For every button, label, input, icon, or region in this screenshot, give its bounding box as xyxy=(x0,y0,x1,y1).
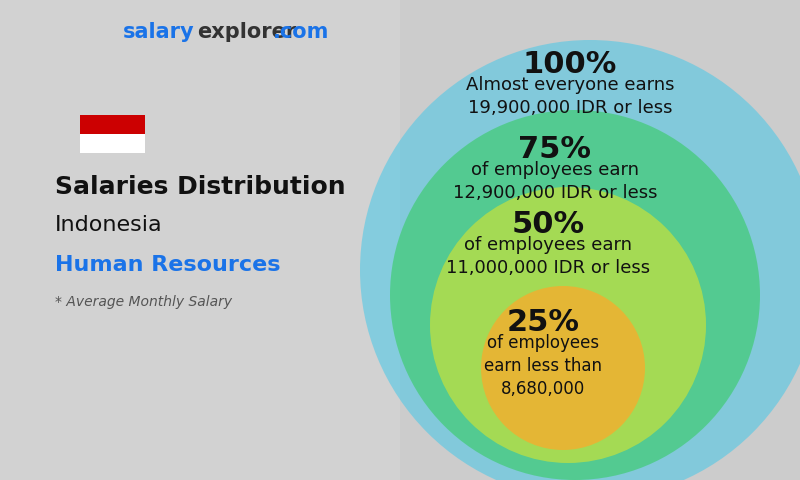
Text: 75%: 75% xyxy=(518,135,591,164)
Text: * Average Monthly Salary: * Average Monthly Salary xyxy=(55,295,232,309)
Circle shape xyxy=(481,286,645,450)
Text: explorer: explorer xyxy=(197,22,296,42)
Text: of employees earn
12,900,000 IDR or less: of employees earn 12,900,000 IDR or less xyxy=(453,161,658,202)
Circle shape xyxy=(360,40,800,480)
Text: 100%: 100% xyxy=(523,50,617,79)
Circle shape xyxy=(390,110,760,480)
Circle shape xyxy=(430,187,706,463)
Bar xyxy=(0,0,400,480)
Text: salary: salary xyxy=(123,22,195,42)
Text: of employees
earn less than
8,680,000: of employees earn less than 8,680,000 xyxy=(484,334,602,398)
Text: Almost everyone earns
19,900,000 IDR or less: Almost everyone earns 19,900,000 IDR or … xyxy=(466,76,674,117)
Text: Indonesia: Indonesia xyxy=(55,215,162,235)
Text: Human Resources: Human Resources xyxy=(55,255,281,275)
Bar xyxy=(80,115,145,134)
Text: Salaries Distribution: Salaries Distribution xyxy=(55,175,346,199)
Text: 50%: 50% xyxy=(511,210,585,239)
Text: 25%: 25% xyxy=(506,308,579,337)
Text: .com: .com xyxy=(273,22,330,42)
Bar xyxy=(80,134,145,153)
Text: of employees earn
11,000,000 IDR or less: of employees earn 11,000,000 IDR or less xyxy=(446,236,650,277)
